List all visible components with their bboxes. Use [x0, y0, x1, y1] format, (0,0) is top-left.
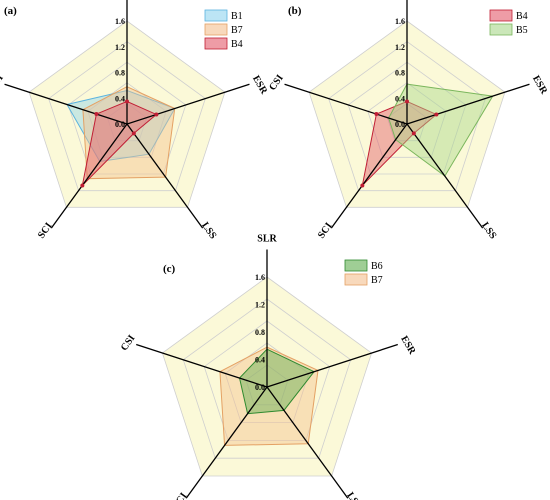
- radar-grid-ring: [224, 342, 310, 423]
- axis-spoke-esr: [126, 83, 250, 125]
- axis-label-csi: CSI: [119, 333, 138, 353]
- axis-spoke-sci: [50, 123, 128, 229]
- tick-label: 0.8: [395, 69, 405, 78]
- series-area-b6: [238, 348, 315, 415]
- axis-label-lss: LSS: [199, 220, 218, 241]
- legend-entry-b7: B7: [371, 275, 383, 286]
- axis-label-sci: SCI: [171, 491, 190, 500]
- legend-entry-b5: B5: [516, 25, 528, 36]
- legend-swatch-b4: [489, 9, 513, 22]
- legend-entry-b4: B4: [231, 39, 243, 50]
- tick-label: 0.4: [255, 356, 265, 365]
- axis-label-csi: CSI: [267, 73, 286, 93]
- tick-label: 1.2: [395, 43, 405, 52]
- tick-label: 0.4: [395, 94, 405, 103]
- tick-label: 1.6: [255, 273, 265, 282]
- axis-spoke-csi: [136, 343, 268, 388]
- axis-label-csi: CSI: [0, 73, 6, 93]
- tick-label: 1.2: [255, 301, 265, 310]
- data-point-b4: [80, 183, 85, 188]
- data-point-b4: [154, 112, 159, 117]
- legend-swatch-b5: [489, 23, 513, 36]
- radar-grid-ring: [48, 41, 206, 192]
- axis-label-lss: LSS: [344, 490, 363, 500]
- series-area-b4: [81, 100, 158, 187]
- series-area-b1: [66, 90, 176, 163]
- legend-swatch-b6: [344, 259, 368, 272]
- axis-spoke-sci: [185, 386, 268, 499]
- axis-spoke-lss: [406, 123, 484, 229]
- axis-label-sci: SCI: [36, 221, 55, 241]
- axis-spoke-lss: [266, 386, 349, 499]
- data-point-b4: [131, 131, 136, 136]
- axis-spoke-lss: [126, 123, 204, 229]
- axis-label-slr: SLR: [257, 234, 277, 245]
- tick-label: 0.8: [115, 69, 125, 78]
- legend: B1 B7 B4: [204, 9, 243, 50]
- legend-swatch-b7: [344, 273, 368, 286]
- data-point-b4: [94, 112, 99, 117]
- data-point-b4: [125, 99, 129, 104]
- axis-label-esr: ESR: [398, 334, 418, 357]
- legend-swatch-b4: [204, 37, 228, 50]
- series-area-b7: [219, 346, 319, 446]
- radar-grid-ring: [328, 41, 486, 192]
- tick-label: 1.6: [115, 17, 125, 26]
- legend-entry-b6: B6: [371, 261, 383, 272]
- radar-grid-ring: [367, 82, 447, 158]
- axis-spoke-esr: [406, 83, 530, 125]
- legend-entry-b4: B4: [516, 11, 528, 22]
- axis-spoke-csi: [4, 83, 128, 125]
- legend-swatch-b7: [204, 23, 228, 36]
- radar-grid-ring: [347, 61, 467, 175]
- legend-entry-b7: B7: [231, 25, 243, 36]
- data-point-b4: [411, 131, 416, 136]
- panel-label: (b): [288, 5, 302, 17]
- axis-label-lss: LSS: [479, 220, 498, 241]
- axis-label-esr: ESR: [530, 74, 550, 97]
- radar-grid-ring: [245, 364, 289, 406]
- tick-label: 1.2: [115, 43, 125, 52]
- axis-spoke-esr: [266, 343, 398, 388]
- data-point-b4: [434, 112, 439, 117]
- data-point-b4: [374, 112, 379, 117]
- panel-label: (c): [163, 263, 176, 275]
- axis-spoke-csi: [284, 83, 408, 125]
- axis-label-sci: SCI: [316, 221, 335, 241]
- legend-swatch-b1: [204, 9, 228, 22]
- tick-label: 0.0: [395, 120, 405, 129]
- tick-label: 1.6: [395, 17, 405, 26]
- radar-grid-ring: [203, 320, 331, 441]
- tick-label: 0.0: [255, 383, 265, 392]
- series-area-b4: [361, 100, 438, 187]
- tick-label: 0.4: [115, 94, 125, 103]
- radar-grid-ring: [182, 298, 352, 459]
- axis-label-esr: ESR: [250, 74, 270, 97]
- legend-entry-b1: B1: [231, 11, 243, 22]
- radar-grid-ring: [67, 61, 187, 175]
- axis-spoke-sci: [330, 123, 408, 229]
- tick-label: 0.8: [255, 328, 265, 337]
- data-point-b4: [360, 183, 365, 188]
- panel-label: (a): [4, 5, 17, 17]
- data-point-b4: [405, 99, 409, 104]
- tick-label: 0.0: [115, 120, 125, 129]
- series-area-b5: [388, 83, 494, 177]
